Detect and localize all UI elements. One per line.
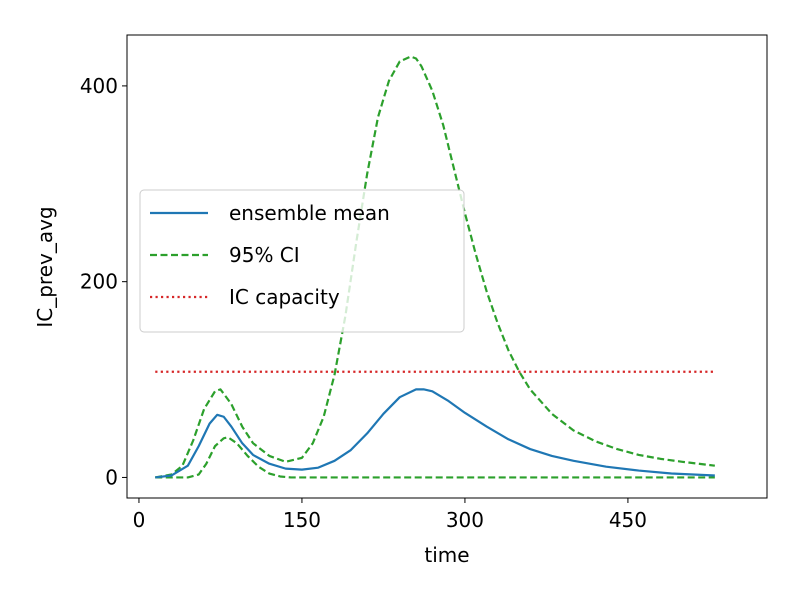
y-tick-label: 200 bbox=[80, 270, 118, 294]
plot-area bbox=[155, 55, 715, 479]
series-line-2 bbox=[155, 436, 715, 479]
y-axis-label: IC_prev_avg bbox=[33, 206, 57, 327]
x-tick-label: 450 bbox=[609, 508, 647, 532]
y-tick-label: 0 bbox=[105, 465, 118, 489]
x-axis-label: time bbox=[424, 543, 469, 567]
axis-ticks: 0 150 300 450 0 200 400 bbox=[80, 74, 647, 532]
series-line-0 bbox=[155, 388, 715, 479]
legend-label: ensemble mean bbox=[229, 201, 390, 225]
y-tick-label: 400 bbox=[80, 74, 118, 98]
legend: ensemble mean 95% CI IC capacity bbox=[139, 189, 465, 333]
series-line-1 bbox=[155, 55, 715, 479]
x-tick-label: 150 bbox=[283, 508, 321, 532]
legend-label: IC capacity bbox=[229, 285, 340, 309]
legend-label: 95% CI bbox=[229, 243, 300, 267]
x-tick-label: 0 bbox=[133, 508, 146, 532]
legend-box bbox=[139, 189, 465, 333]
plot-frame bbox=[126, 34, 768, 499]
x-tick-label: 300 bbox=[446, 508, 484, 532]
